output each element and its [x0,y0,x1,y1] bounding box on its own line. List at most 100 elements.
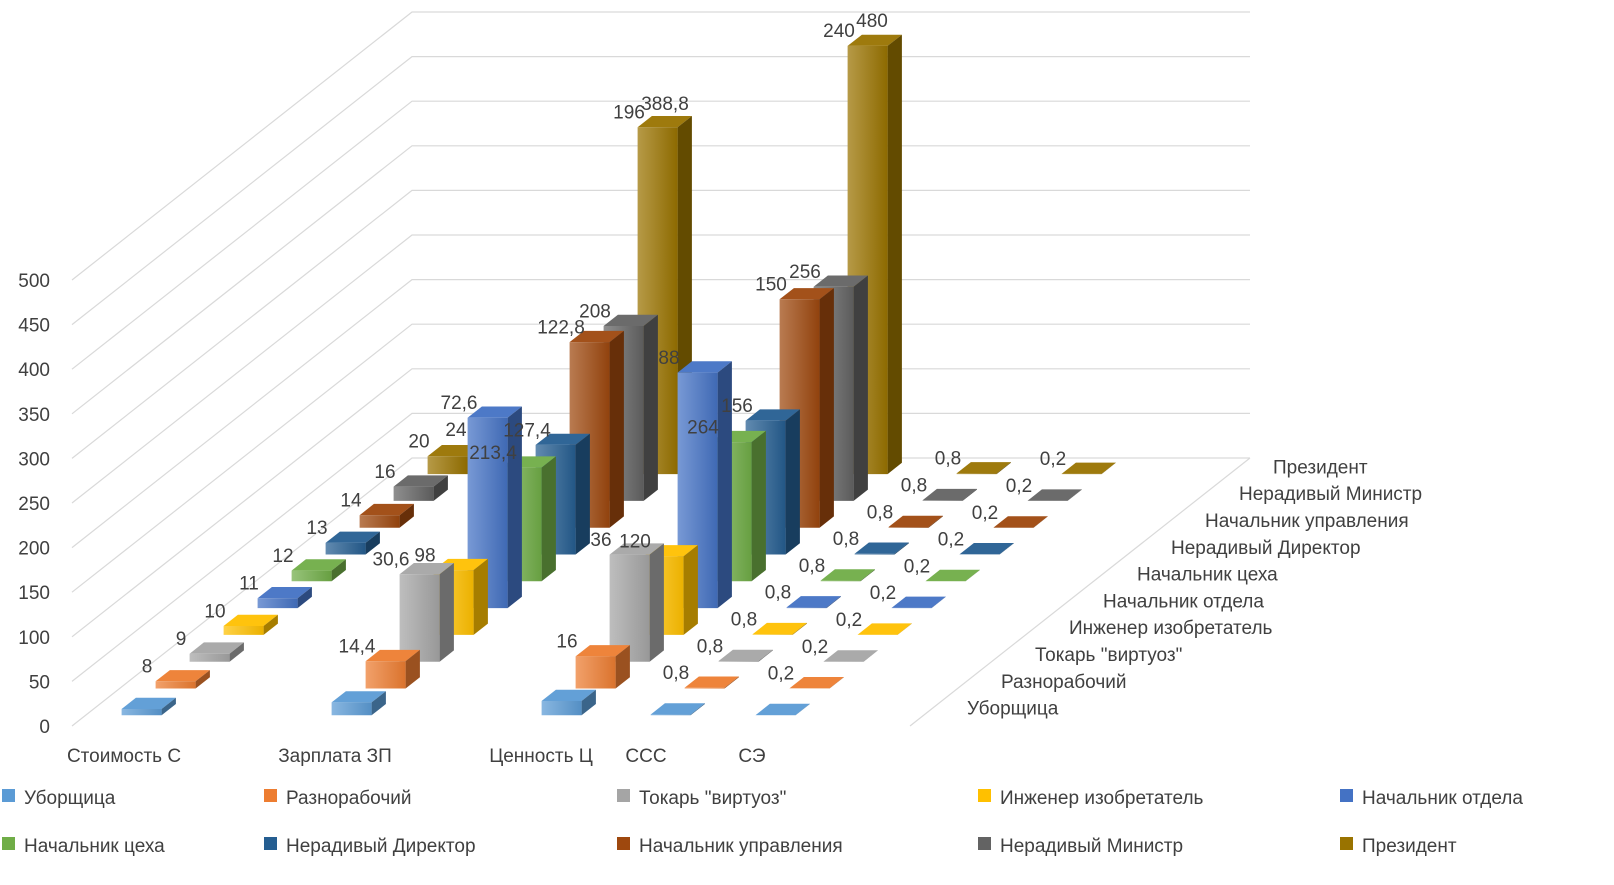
bar-front [399,574,440,662]
bar-top [786,596,841,608]
bar [922,488,977,501]
data-label: 0,2 [972,503,998,524]
bar-top [959,543,1014,555]
bar-top [820,569,875,581]
legend-item: Уборщица [2,788,116,809]
legend-item: Разнорабочий [264,788,411,809]
bar [1027,489,1082,501]
bar-front [365,661,406,689]
bar [575,645,630,689]
y-axis: 0 50 100 150 200 250 300 350 400 450 500 [18,271,50,738]
y-tick-label: 50 [29,672,50,693]
bar [365,649,420,689]
bar-top [331,691,386,703]
bar-side [999,543,1014,555]
bar [755,703,810,716]
bar-front [609,554,650,662]
gridline [71,55,1250,326]
legend-label: Токарь "виртуоз" [639,788,786,809]
depth-axis-label: Начальник цеха [1137,565,1278,586]
bar-top [813,275,868,287]
bar-top [325,531,380,543]
gridline [71,234,1250,504]
bar-top [575,645,630,657]
depth-axis: Уборщица Разнорабочий Токарь "виртуоз" Инже… [967,457,1422,719]
bar [823,650,878,662]
bar-side [541,456,556,582]
y-tick-label: 150 [18,583,50,604]
bar [854,542,909,555]
legend-item: Президент [1340,836,1457,857]
x-tick-label: Стоимость С [67,746,181,767]
bar-side [996,462,1011,475]
legend-label: Начальник отдела [1362,788,1523,809]
bar-front [541,701,582,716]
bar-side [297,587,312,609]
data-label: 256 [789,262,821,283]
legend-swatch [2,837,15,850]
bar [857,623,912,635]
bar-top [888,515,943,527]
bar-side [683,545,698,635]
bar [393,475,448,501]
bar-front [718,661,759,662]
data-label: 264 [687,417,719,438]
data-label: 156 [721,396,753,417]
data-label: 11 [239,574,259,595]
bar [359,503,414,528]
data-label: 213,4 [469,443,517,464]
bar-side [887,34,902,475]
bar-top [223,614,278,626]
bar-top [891,596,946,608]
bar [752,622,807,635]
bar [684,676,739,689]
depth-axis-label: Уборщица [967,699,1059,720]
legend-swatch [978,789,991,802]
bar [121,697,176,716]
legend-label: Инженер изобретатель [1000,788,1204,809]
data-label: 0,8 [765,583,791,604]
bar-front [575,656,616,689]
bar [399,563,454,662]
data-label: 8 [142,657,153,678]
bar-side [863,650,878,662]
y-tick-label: 500 [18,271,50,292]
data-label: 72,6 [441,393,478,414]
bar-side [1067,489,1082,501]
data-label: 30,6 [373,550,410,571]
legend-swatch [2,789,15,802]
bar [718,649,773,662]
bar-top [752,622,807,635]
y-tick-label: 450 [18,316,50,337]
bar [541,689,596,716]
bar-top [755,703,810,716]
data-label: 0,2 [904,556,930,577]
bar-side [575,433,590,555]
bar [650,703,705,716]
data-label: 0,2 [802,637,828,658]
bar-top [925,569,980,582]
bar-side [860,569,875,582]
floor-edge [909,457,1251,727]
bar-top [993,516,1048,528]
depth-axis-label: Нерадивый Министр [1239,484,1422,505]
bar [291,559,346,582]
bar-side [690,703,705,716]
bar-side [853,275,868,501]
bar-side [581,689,596,716]
gridline [71,189,1250,459]
bar-side [433,475,448,501]
bar-top [1027,489,1082,501]
legend-swatch [1340,789,1353,802]
bar-top [189,642,244,654]
bar-top [257,587,312,599]
bar [223,614,278,635]
legend-label: Начальник цеха [24,836,165,857]
gridline [71,457,1250,727]
bar-top [779,288,834,300]
bar [959,543,1014,555]
bar [609,543,664,662]
bar-front [121,709,162,716]
data-label: 16 [556,632,577,653]
